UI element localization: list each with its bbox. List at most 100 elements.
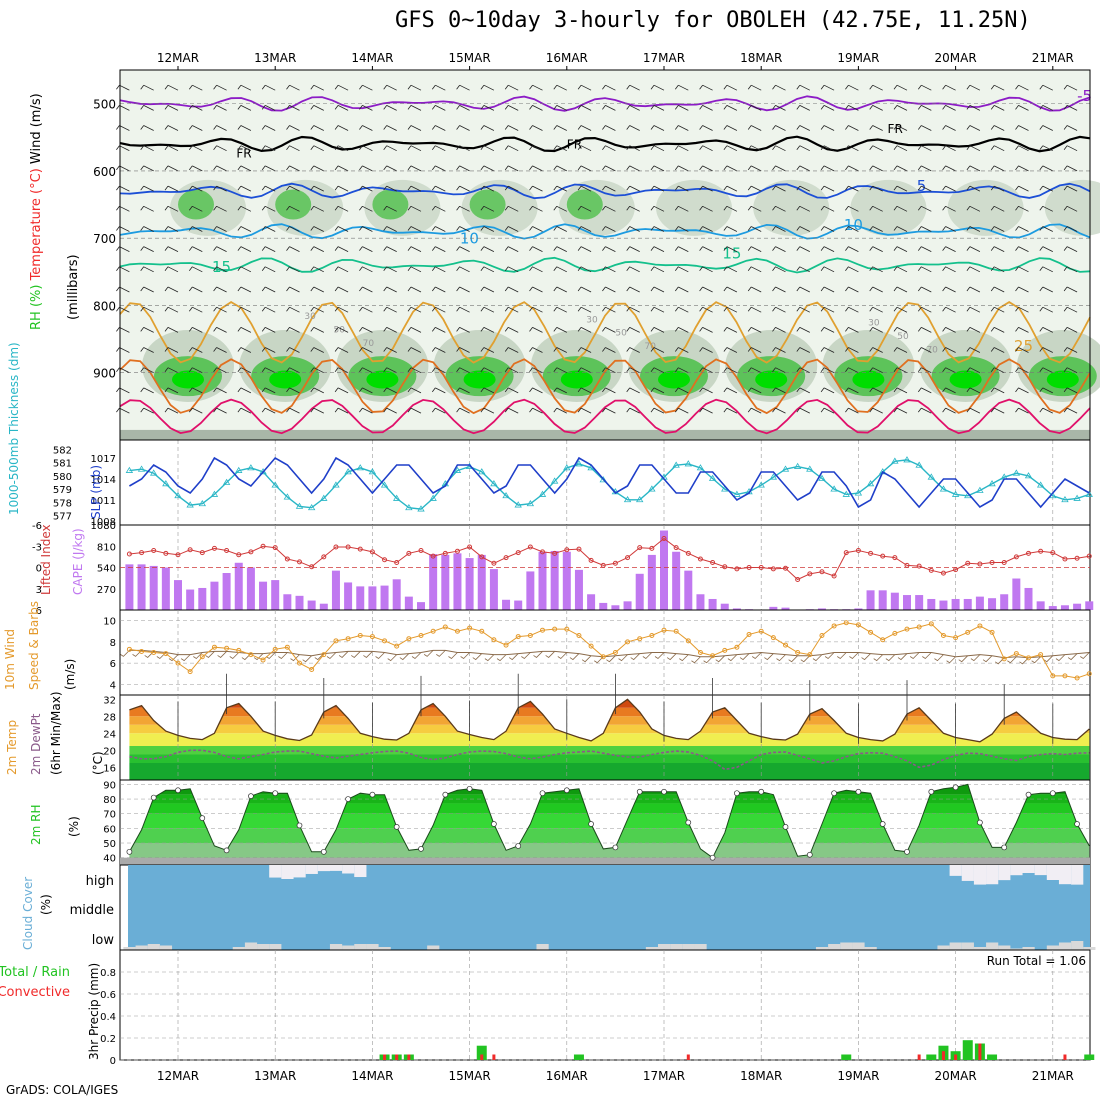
wind-barb <box>1080 652 1090 660</box>
wind-barb <box>338 651 349 658</box>
wind-barb <box>893 246 908 252</box>
wind-barb <box>383 306 397 313</box>
wind-barb <box>772 226 786 232</box>
wind-barb <box>602 306 616 313</box>
isotherm-5 <box>119 182 1091 200</box>
cloud-high-bar <box>973 865 987 885</box>
lifted-point <box>710 560 716 566</box>
wind-speed-point <box>855 622 861 628</box>
wind-barb <box>504 387 519 394</box>
wind-barb <box>359 105 373 111</box>
wind-barb <box>917 125 932 131</box>
wind-barb <box>577 226 592 232</box>
cloud-low-bar <box>961 942 974 950</box>
cape-bar <box>951 598 960 610</box>
wind-barb <box>577 367 592 374</box>
wind-barb <box>942 286 956 293</box>
rh-floor-band <box>120 857 1090 865</box>
wind-barb <box>1063 185 1078 192</box>
wind-barb <box>650 226 665 232</box>
precip-convective-bar <box>1063 1054 1067 1060</box>
wind-barb <box>1063 286 1078 293</box>
wind-barb <box>966 84 981 91</box>
lifted-point <box>382 557 388 563</box>
wind-barb <box>431 347 446 353</box>
wind-barb <box>359 145 373 152</box>
wind-barb <box>140 407 154 414</box>
wind-barb <box>168 654 179 662</box>
wind-barb <box>893 286 908 293</box>
cape-bar <box>1085 601 1094 610</box>
lifted-point <box>418 548 424 553</box>
wind-barb <box>869 246 883 252</box>
wind-barb <box>261 367 276 374</box>
cloud-low-bar <box>1046 945 1059 950</box>
cape-bar <box>866 590 875 610</box>
lifted-point <box>272 545 278 551</box>
thickness-point <box>684 460 693 467</box>
wind-barb <box>747 84 762 91</box>
cape-bar <box>417 602 425 610</box>
wind-barb <box>723 367 738 374</box>
lifted-point <box>1026 550 1031 556</box>
wind-barb <box>480 286 495 293</box>
wind-barb <box>820 347 835 353</box>
wind-barb <box>942 125 956 131</box>
wind-barb <box>383 105 397 111</box>
wind-barb <box>504 145 519 152</box>
wind-barb <box>602 145 616 152</box>
lifted-tick-label: -3 <box>32 542 42 553</box>
precip-tick-label: 0 <box>110 1056 116 1067</box>
wind-barb <box>990 367 1005 374</box>
date-label-top: 19MAR <box>837 51 879 65</box>
rh-tick-label: 90 <box>103 780 116 791</box>
wind-barb <box>237 367 252 374</box>
precip-convective-bar <box>492 1054 496 1060</box>
wind-barb <box>456 185 470 192</box>
wind-barb <box>699 387 713 394</box>
lifted-point <box>795 577 801 583</box>
rh-tick-label: 70 <box>103 810 116 821</box>
wind-barb <box>869 125 883 131</box>
wind-speed-point <box>394 643 400 649</box>
cloud-high-bar <box>342 865 355 874</box>
date-label-bottom: 16MAR <box>546 1069 588 1083</box>
wind-barb <box>1055 654 1066 662</box>
cloud-low-bar <box>949 942 962 950</box>
wind-barb <box>820 387 835 394</box>
cape-bar <box>672 551 681 610</box>
thickness-point <box>332 481 340 488</box>
temp-band <box>129 716 1090 725</box>
thickness-point <box>368 468 377 475</box>
pressure-axis-label: (millibars) <box>66 254 81 320</box>
wind-barb <box>650 306 665 313</box>
cape-bar <box>198 587 207 610</box>
wind-barb <box>626 226 640 232</box>
wind-barb <box>869 84 883 91</box>
wind-barb <box>383 347 397 353</box>
wind-barb <box>334 246 349 252</box>
wind-speed-point <box>139 648 145 654</box>
lifted-point <box>369 549 375 555</box>
lifted-point <box>807 571 813 577</box>
wind-barb <box>966 185 981 192</box>
wind-barb <box>383 246 397 252</box>
cape-bar <box>441 554 450 610</box>
wind-speed-point <box>430 628 436 634</box>
wind-barb <box>504 407 519 414</box>
wind-barb <box>699 105 713 111</box>
wind-barb <box>893 367 908 374</box>
lifted-point <box>1001 560 1007 566</box>
wind-barb <box>188 246 203 252</box>
wind-speed-point <box>831 623 837 629</box>
lifted-point <box>357 546 363 552</box>
wind-barb <box>917 165 932 172</box>
wind-barb <box>286 105 300 111</box>
wind-barb <box>310 165 324 172</box>
wind-barb <box>820 246 835 252</box>
wind-barb <box>164 407 179 414</box>
rh-blob <box>469 189 506 220</box>
wind-barb <box>334 165 349 172</box>
wind-barb <box>286 387 300 394</box>
wind-barb <box>480 387 495 394</box>
